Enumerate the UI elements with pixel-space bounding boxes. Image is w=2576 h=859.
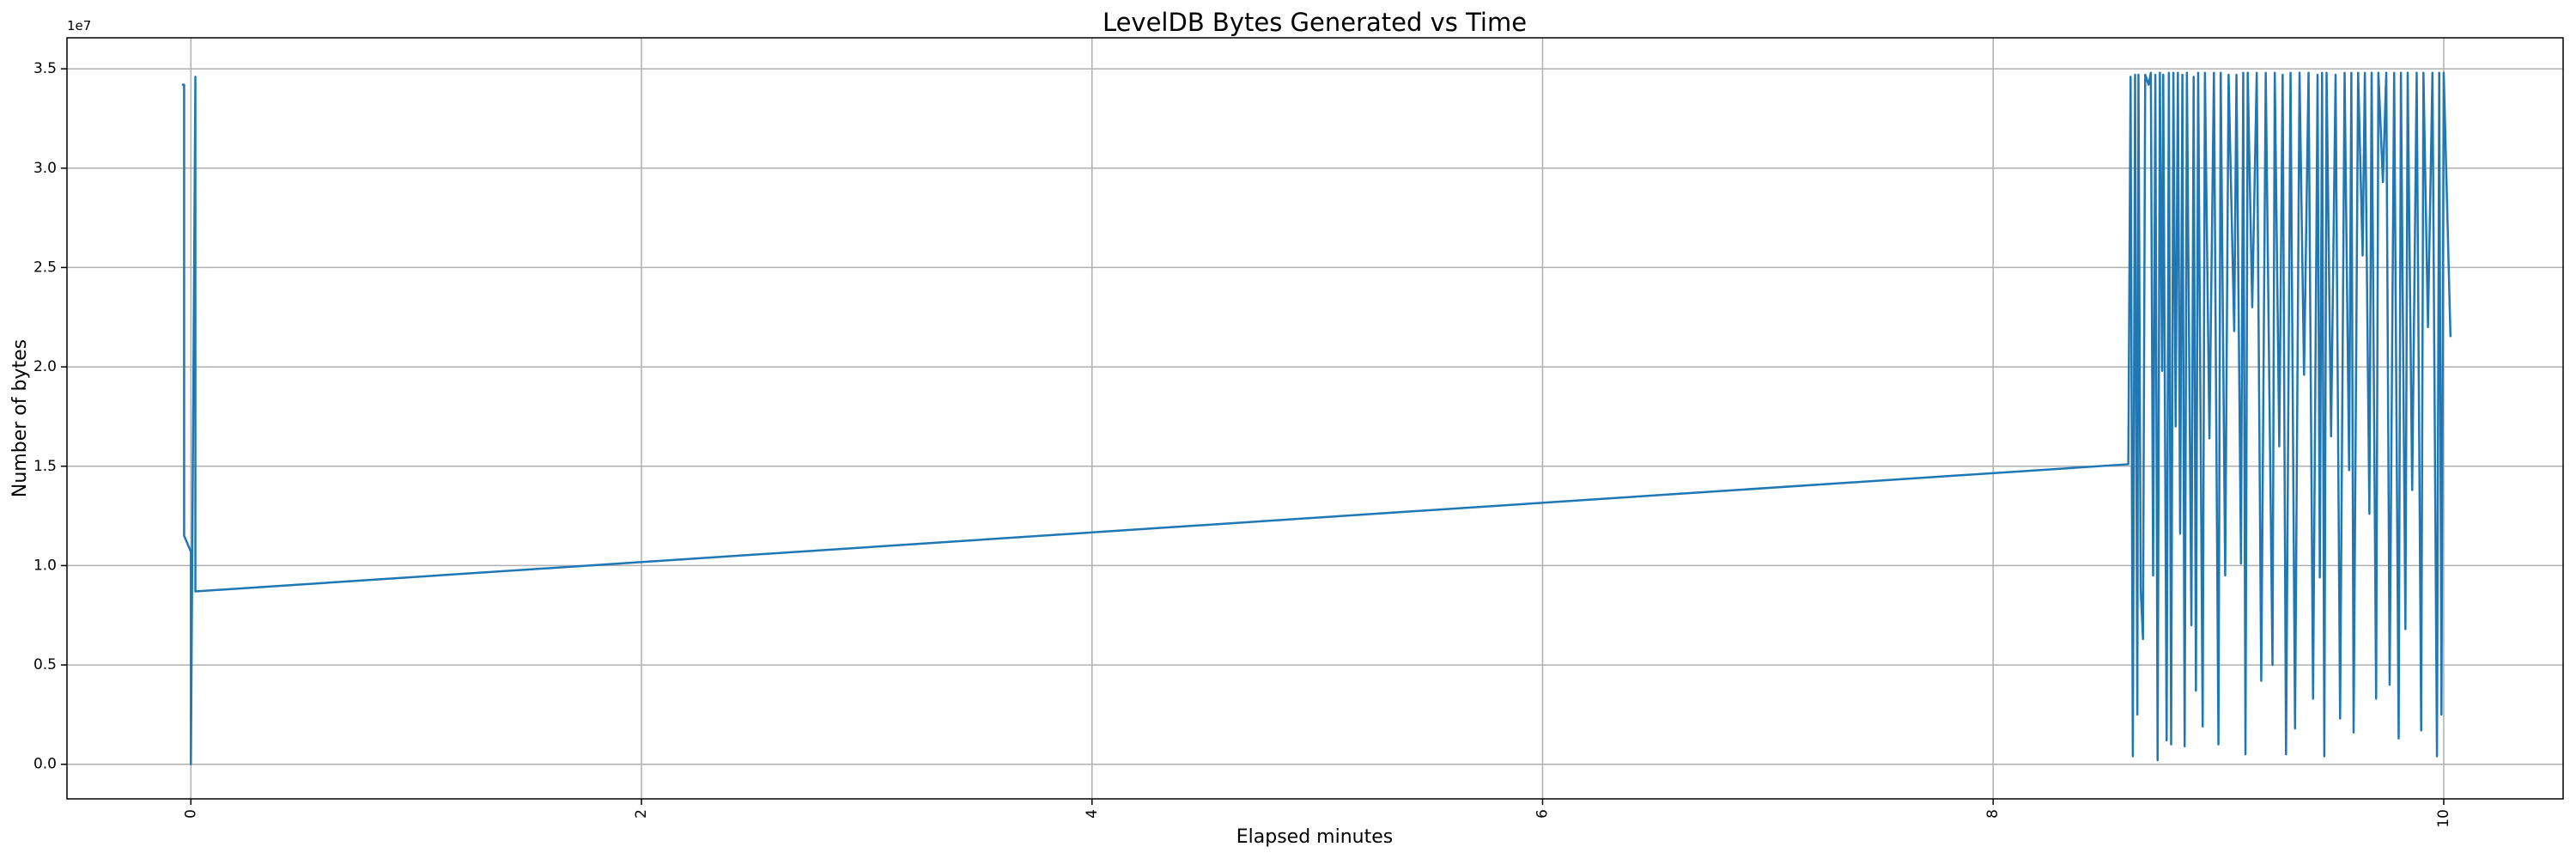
y-tick-label: 3.5 [33,60,57,77]
y-offset-label: 1e7 [67,18,91,34]
y-tick-label: 3.0 [33,160,57,177]
y-tick-label: 1.5 [33,458,57,475]
y-tick-label: 0.5 [33,656,57,673]
y-axis-label: Number of bytes [9,339,31,497]
x-tick-label: 10 [2435,809,2452,828]
plot-frame [66,37,2564,800]
y-tick-label: 0.0 [33,756,57,773]
x-axis-label: Elapsed minutes [1236,826,1393,848]
x-tick-label: 0 [182,809,199,819]
x-tick-label: 4 [1084,809,1101,819]
y-tick-label: 2.5 [33,259,57,276]
data-line [181,71,2452,765]
y-tick-label: 1.0 [33,557,57,574]
x-tick-label: 2 [633,809,650,819]
y-tick-label: 2.0 [33,358,57,375]
x-tick-label: 8 [1984,809,2002,819]
chart-title: LevelDB Bytes Generated vs Time [1103,8,1527,37]
x-tick-label: 6 [1534,809,1551,819]
